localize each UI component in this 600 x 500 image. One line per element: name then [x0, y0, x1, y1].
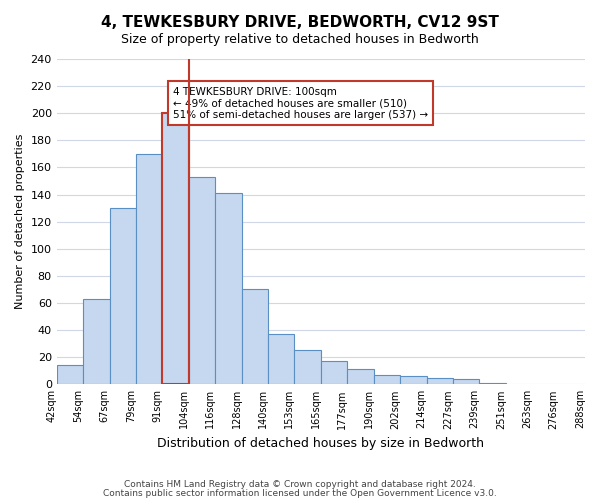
Bar: [479, 383, 506, 384]
Bar: [268, 334, 295, 384]
Bar: [136, 154, 163, 384]
Bar: [374, 375, 400, 384]
Bar: [163, 113, 189, 384]
Text: 4 TEWKESBURY DRIVE: 100sqm
← 49% of detached houses are smaller (510)
51% of sem: 4 TEWKESBURY DRIVE: 100sqm ← 49% of deta…: [173, 86, 428, 120]
Y-axis label: Number of detached properties: Number of detached properties: [15, 134, 25, 310]
Bar: [400, 376, 427, 384]
Bar: [347, 370, 374, 384]
Text: Contains HM Land Registry data © Crown copyright and database right 2024.: Contains HM Land Registry data © Crown c…: [124, 480, 476, 489]
Bar: [189, 177, 215, 384]
Bar: [83, 299, 110, 384]
Bar: [295, 350, 321, 384]
Text: Size of property relative to detached houses in Bedworth: Size of property relative to detached ho…: [121, 32, 479, 46]
Text: 4, TEWKESBURY DRIVE, BEDWORTH, CV12 9ST: 4, TEWKESBURY DRIVE, BEDWORTH, CV12 9ST: [101, 15, 499, 30]
Text: Contains public sector information licensed under the Open Government Licence v3: Contains public sector information licen…: [103, 488, 497, 498]
Bar: [242, 290, 268, 384]
Bar: [427, 378, 453, 384]
Bar: [56, 366, 83, 384]
Bar: [215, 193, 242, 384]
Bar: [453, 379, 479, 384]
X-axis label: Distribution of detached houses by size in Bedworth: Distribution of detached houses by size …: [157, 437, 484, 450]
Bar: [110, 208, 136, 384]
Bar: [321, 362, 347, 384]
